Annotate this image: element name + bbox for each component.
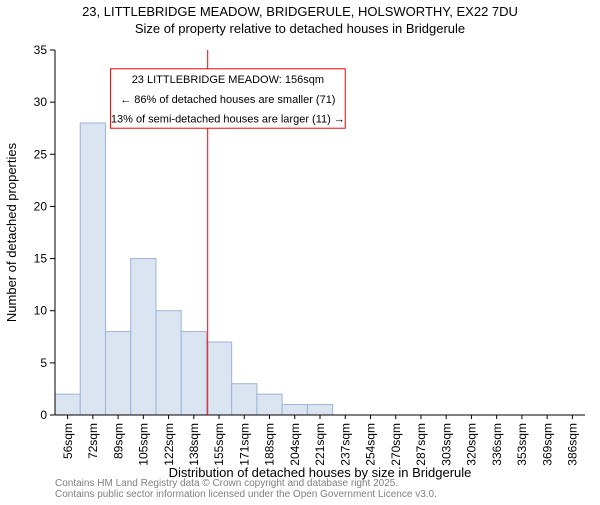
histogram-bar xyxy=(55,394,80,415)
x-tick-label: 221sqm xyxy=(313,423,327,466)
y-tick-label: 30 xyxy=(34,95,48,109)
histogram-chart: 23, LITTLEBRIDGE MEADOW, BRIDGERULE, HOL… xyxy=(0,0,600,500)
x-tick-label: 122sqm xyxy=(162,423,176,466)
histogram-bar xyxy=(232,384,257,415)
x-tick-label: 155sqm xyxy=(212,423,226,466)
annotation-line: 13% of semi-detached houses are larger (… xyxy=(111,114,345,126)
x-tick-label: 237sqm xyxy=(338,423,352,466)
x-tick-label: 105sqm xyxy=(137,423,151,466)
x-tick-label: 89sqm xyxy=(111,423,125,459)
footer-line-2: Contains public sector information licen… xyxy=(55,489,437,500)
annotation-line: 23 LITTLEBRIDGE MEADOW: 156sqm xyxy=(132,74,324,86)
x-tick-label: 72sqm xyxy=(86,423,100,459)
histogram-bar xyxy=(80,123,105,415)
x-tick-label: 353sqm xyxy=(515,423,529,466)
y-tick-label: 5 xyxy=(40,356,47,370)
x-tick-label: 336sqm xyxy=(490,423,504,466)
y-tick-label: 0 xyxy=(40,408,47,422)
x-tick-label: 287sqm xyxy=(414,423,428,466)
histogram-bar xyxy=(156,311,181,415)
y-tick-label: 25 xyxy=(34,147,48,161)
x-tick-label: 386sqm xyxy=(566,423,580,466)
y-tick-label: 20 xyxy=(34,199,48,213)
y-tick-label: 10 xyxy=(34,304,48,318)
x-tick-label: 254sqm xyxy=(364,423,378,466)
y-tick-label: 35 xyxy=(34,43,48,57)
histogram-bar xyxy=(206,342,231,415)
histogram-bar xyxy=(257,394,282,415)
histogram-bar xyxy=(131,259,156,415)
x-tick-label: 204sqm xyxy=(288,423,302,466)
y-axis-label: Number of detached properties xyxy=(4,142,19,322)
annotation-line: ← 86% of detached houses are smaller (71… xyxy=(120,94,335,106)
footer-line-1: Contains HM Land Registry data © Crown c… xyxy=(55,478,398,489)
histogram-bar xyxy=(307,405,332,415)
x-tick-label: 303sqm xyxy=(439,423,453,466)
chart-title-2: Size of property relative to detached ho… xyxy=(135,21,465,36)
histogram-bar xyxy=(282,405,307,415)
histogram-bar xyxy=(105,332,130,415)
x-tick-label: 171sqm xyxy=(237,423,251,466)
chart-title-1: 23, LITTLEBRIDGE MEADOW, BRIDGERULE, HOL… xyxy=(82,4,518,19)
histogram-bar xyxy=(181,332,206,415)
x-tick-label: 188sqm xyxy=(263,423,277,466)
x-tick-label: 320sqm xyxy=(465,423,479,466)
x-tick-label: 56sqm xyxy=(61,423,75,459)
x-tick-label: 270sqm xyxy=(389,423,403,466)
chart-svg: 23, LITTLEBRIDGE MEADOW, BRIDGERULE, HOL… xyxy=(0,0,600,500)
x-tick-label: 369sqm xyxy=(540,423,554,466)
y-tick-label: 15 xyxy=(34,252,48,266)
x-tick-label: 138sqm xyxy=(187,423,201,466)
